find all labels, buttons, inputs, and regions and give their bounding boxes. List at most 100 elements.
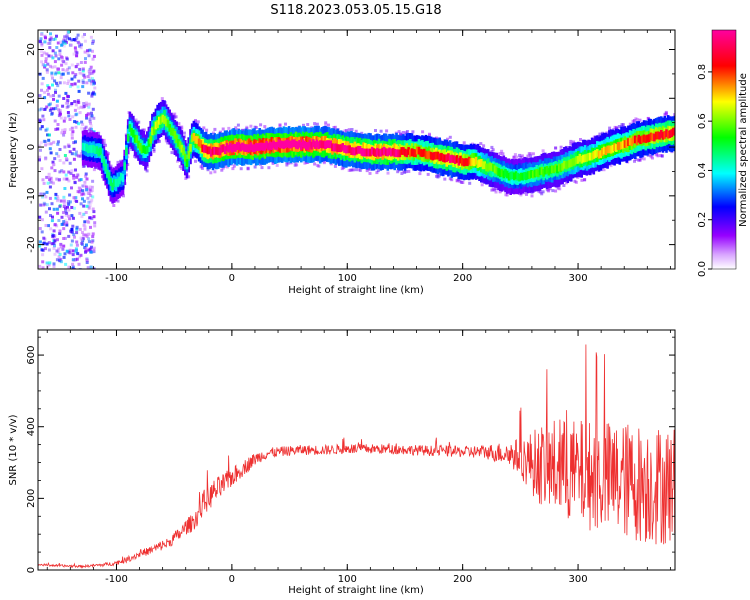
spectrogram-ridge-cell <box>171 128 175 136</box>
spectrogram-noise-cell <box>55 34 58 38</box>
snr-line <box>38 344 675 569</box>
spectrogram-ridge-cell <box>244 144 248 152</box>
spectrogram-noise-cell <box>75 227 79 231</box>
spectrogram-halo-cell <box>284 122 287 126</box>
spectrogram-ridge-cell <box>464 158 467 166</box>
spectrogram-halo-cell <box>529 154 533 158</box>
spectrogram-halo-cell <box>500 149 504 153</box>
spectrogram-noise-cell <box>89 80 93 84</box>
spectrogram-noise-cell <box>67 265 71 269</box>
spectrogram-halo-cell <box>173 112 177 116</box>
spectrogram-ridge-cell <box>139 143 142 151</box>
spectrogram-ridge-cell <box>173 131 177 139</box>
spectrogram-noise-cell <box>82 223 86 227</box>
spectrogram-noise-cell <box>45 127 49 131</box>
spectrogram-ridge-cell <box>641 135 644 144</box>
spectrogram-noise-cell <box>51 83 54 87</box>
spectrogram-ridge-cell <box>234 144 237 152</box>
spectrogram-noise-cell <box>39 107 43 111</box>
spectrogram-noise-cell <box>64 91 68 95</box>
x-tick-label: 300 <box>569 574 588 585</box>
spectrogram-halo-cell <box>354 168 358 172</box>
spectrogram-noise-cell <box>39 203 43 207</box>
spectrogram-ridge-cell <box>282 141 286 149</box>
spectrogram-halo-cell <box>569 139 573 143</box>
spectrogram-noise-cell <box>50 202 54 206</box>
spectrogram-halo-cell <box>109 164 113 168</box>
spectrogram-halo-cell <box>271 161 275 165</box>
spectrogram-ridge-cell <box>544 166 547 175</box>
spectrogram-noise-cell <box>85 81 89 85</box>
spectrogram-noise-cell <box>47 86 51 89</box>
spectrogram-ridge-cell <box>658 131 661 140</box>
spectrogram-noise-cell <box>82 199 86 203</box>
spectrogram-noise-cell <box>81 189 85 193</box>
spectrogram-noise-cell <box>69 172 73 175</box>
spectrogram-halo-cell <box>471 142 474 146</box>
spectrogram-noise-cell <box>45 203 49 207</box>
spectrogram-noise-cell <box>55 177 59 181</box>
spectrogram-noise-cell <box>41 114 45 118</box>
spectrogram-halo-cell <box>407 169 411 173</box>
spectrogram-noise-cell <box>80 72 84 76</box>
x-tick-label: 300 <box>569 273 588 284</box>
spectrogram-halo-cell <box>158 139 161 143</box>
spectrogram-halo-cell <box>404 170 408 174</box>
spectrogram-ridge-cell <box>613 143 616 151</box>
spectrogram-noise-cell <box>50 54 53 58</box>
spectrogram-noise-cell <box>59 199 63 203</box>
spectrogram-halo-cell <box>313 162 317 166</box>
spectrogram-ridge-cell <box>305 142 308 150</box>
spectrogram-ridge-cell <box>209 148 213 157</box>
spectrogram-noise-cell <box>42 241 46 245</box>
spectrogram-noise-cell <box>81 35 85 39</box>
spectrogram-ridge-cell <box>168 124 171 132</box>
spectrogram-noise-cell <box>49 180 53 184</box>
spectrogram-ridge-cell <box>203 144 206 153</box>
spectrogram-ridge-cell <box>509 171 512 180</box>
spectrogram-noise-cell <box>83 180 87 184</box>
spectrogram-halo-cell <box>350 128 354 131</box>
spectrogram-ridge-cell <box>268 141 272 150</box>
spectrogram-noise-cell <box>67 66 71 70</box>
spectrogram-noise-cell <box>57 71 61 75</box>
spectrogram-noise-cell <box>61 68 65 72</box>
spectrogram-halo-cell <box>638 118 642 122</box>
colorbar-gradient <box>711 29 737 270</box>
spectrogram-ridge-cell <box>620 141 623 150</box>
y-tick-label: 600 <box>26 346 37 365</box>
spectrogram-noise-cell <box>70 77 74 81</box>
spectrogram-noise-cell <box>53 79 57 83</box>
spectrogram-halo-cell <box>541 190 545 194</box>
spectrogram-halo-cell <box>518 153 522 157</box>
spectrogram-noise-cell <box>47 224 50 228</box>
spectrogram-halo-cell <box>601 131 605 135</box>
spectrogram-noise-cell <box>59 242 63 246</box>
spectrogram-noise-cell <box>39 141 43 145</box>
spectrogram-noise-cell <box>90 189 94 192</box>
spectrogram-ridge-cell <box>206 146 210 155</box>
spectrogram-noise-cell <box>73 181 77 185</box>
spectrogram-noise-cell <box>90 114 94 118</box>
spectrogram-noise-cell <box>46 88 49 92</box>
spectrogram-noise-cell <box>70 102 74 105</box>
spectrogram-halo-cell <box>110 166 114 170</box>
spectrogram-noise-cell <box>72 176 76 180</box>
spectrogram-halo-cell <box>482 144 486 148</box>
spectrogram-noise-cell <box>56 142 60 146</box>
spectrogram-noise-cell <box>44 210 48 214</box>
spectrogram-noise-cell <box>77 79 81 83</box>
spectrogram-noise-cell <box>70 227 74 231</box>
spectrogram-noise-cell <box>48 147 52 151</box>
spectrogram-halo-cell <box>160 97 164 101</box>
spectrogram-ridge-cell <box>272 140 275 149</box>
spectrogram-noise-cell <box>63 41 67 45</box>
x-tick-label: 200 <box>453 574 472 585</box>
spectrogram-ridge-cell <box>466 158 469 167</box>
spectrogram-ridge-cell <box>460 157 464 166</box>
spectrogram-noise-cell <box>74 103 78 107</box>
spectrogram-ridge-cell <box>585 153 589 162</box>
spectrogram-noise-cell <box>66 200 70 203</box>
